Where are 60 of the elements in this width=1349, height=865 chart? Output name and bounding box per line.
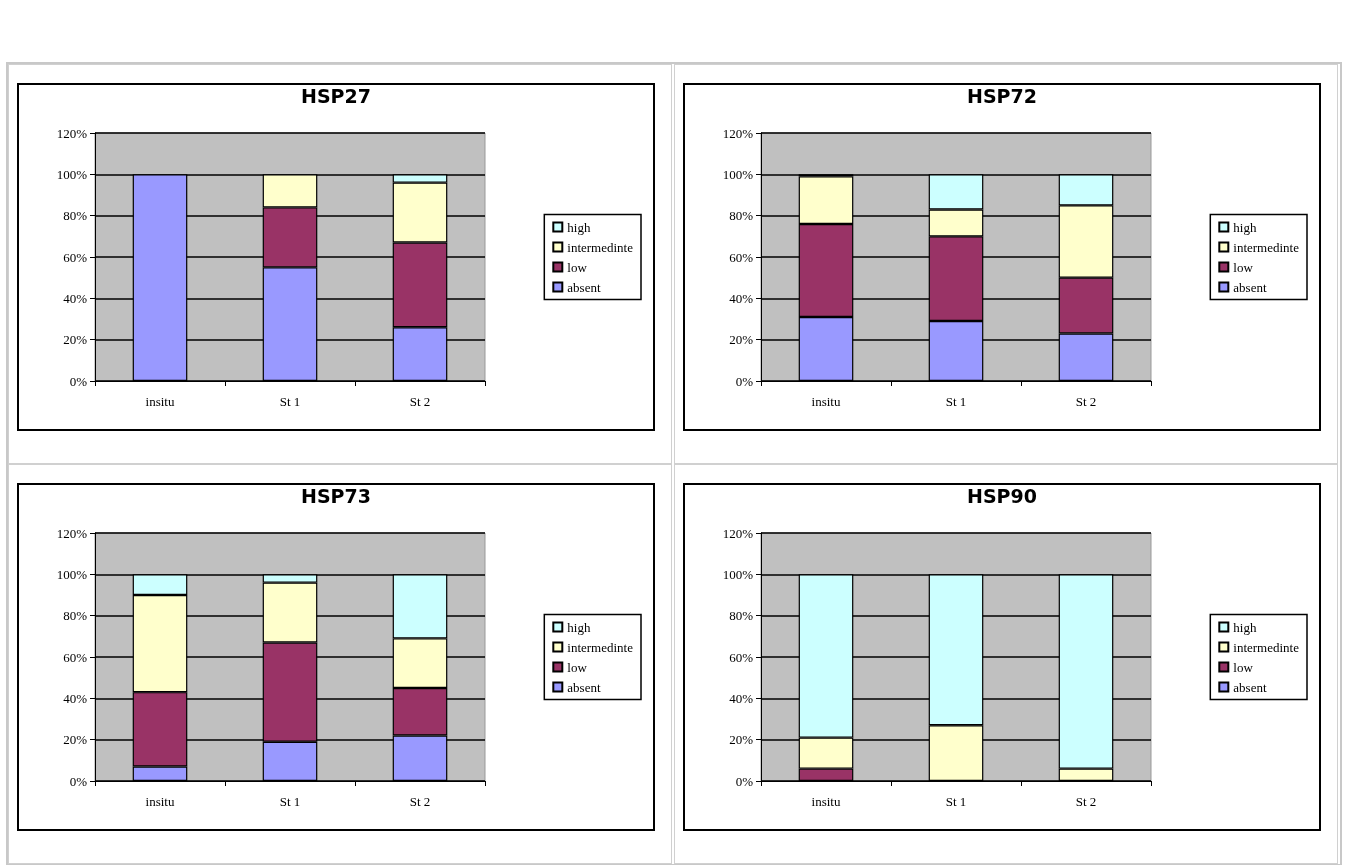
x-tick-label: insitu	[145, 394, 175, 409]
x-tick-label: St 2	[1075, 794, 1097, 809]
legend-label: intermedinte	[567, 239, 634, 255]
y-tick-label: 120%	[722, 125, 754, 141]
chart-title: HSP73	[301, 484, 371, 507]
legend-label: high	[1233, 219, 1257, 235]
x-tick-label: St 2	[1075, 394, 1097, 409]
y-tick-label: 40%	[63, 690, 88, 706]
y-tick-label: 60%	[63, 649, 88, 665]
legend-label: low	[567, 259, 588, 275]
legend-label: absent	[1233, 279, 1267, 295]
y-tick-label: 120%	[56, 125, 88, 141]
chart-title: HSP90	[967, 484, 1037, 507]
y-tick-label: 20%	[729, 332, 754, 348]
legend-label: absent	[567, 679, 601, 695]
y-tick-label: 60%	[63, 249, 88, 265]
y-tick-label: 100%	[56, 166, 88, 182]
y-tick-label: 80%	[729, 608, 754, 624]
y-tick-label: 120%	[722, 525, 754, 541]
legend-label: absent	[567, 279, 601, 295]
x-tick-label: insitu	[811, 394, 841, 409]
chart-title: HSP72	[967, 84, 1037, 107]
y-tick-label: 40%	[729, 690, 754, 706]
y-tick-label: 0%	[69, 373, 88, 389]
legend-label: low	[1233, 259, 1254, 275]
y-tick-label: 20%	[729, 732, 754, 748]
y-tick-label: 80%	[63, 208, 88, 224]
y-tick-label: 0%	[69, 773, 88, 789]
legend-label: high	[1233, 619, 1257, 635]
legend-label: intermedinte	[567, 639, 634, 655]
chart-title: HSP27	[301, 84, 371, 107]
y-tick-label: 20%	[63, 732, 88, 748]
legend-label: intermedinte	[1233, 239, 1300, 255]
y-tick-label: 80%	[729, 208, 754, 224]
legend-label: low	[567, 659, 588, 675]
x-tick-label: insitu	[811, 794, 841, 809]
legend-label: low	[1233, 659, 1254, 675]
x-tick-label: St 2	[409, 394, 431, 409]
y-tick-label: 0%	[735, 773, 754, 789]
y-tick-label: 60%	[729, 249, 754, 265]
x-tick-label: St 1	[945, 394, 967, 409]
y-tick-label: 100%	[56, 566, 88, 582]
x-tick-label: St 1	[279, 394, 301, 409]
legend-label: intermedinte	[1233, 639, 1300, 655]
y-tick-label: 100%	[722, 566, 754, 582]
y-tick-label: 120%	[56, 525, 88, 541]
y-tick-label: 100%	[722, 166, 754, 182]
x-tick-label: St 1	[945, 794, 967, 809]
y-tick-label: 80%	[63, 608, 88, 624]
y-tick-label: 40%	[63, 290, 88, 306]
x-tick-label: insitu	[145, 794, 175, 809]
y-tick-label: 20%	[63, 332, 88, 348]
y-tick-label: 40%	[729, 290, 754, 306]
y-tick-label: 0%	[735, 373, 754, 389]
legend-label: absent	[1233, 679, 1267, 695]
legend-label: high	[567, 619, 591, 635]
x-tick-label: St 1	[279, 794, 301, 809]
legend-label: high	[567, 219, 591, 235]
y-tick-label: 60%	[729, 649, 754, 665]
x-tick-label: St 2	[409, 794, 431, 809]
